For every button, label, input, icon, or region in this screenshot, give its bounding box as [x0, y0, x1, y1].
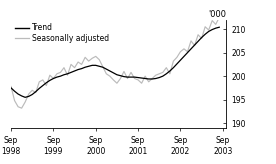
Text: '000: '000: [208, 10, 226, 19]
Legend: Trend, Seasonally adjusted: Trend, Seasonally adjusted: [15, 23, 109, 43]
